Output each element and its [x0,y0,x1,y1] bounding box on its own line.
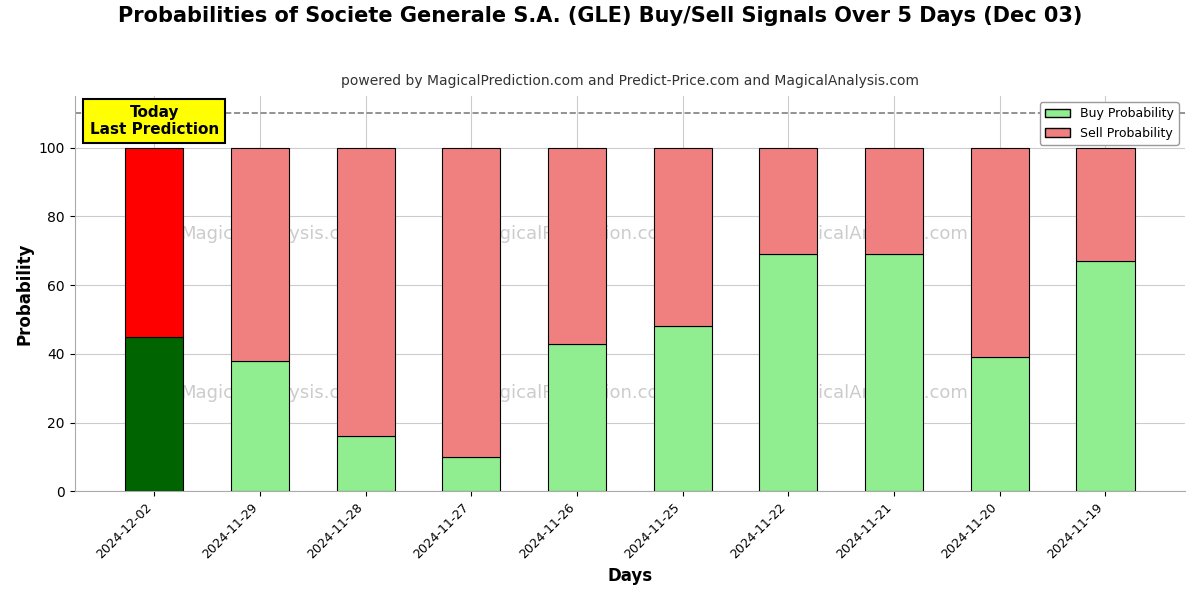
Bar [760,148,817,254]
Bar [336,148,395,436]
Text: Probabilities of Societe Generale S.A. (GLE) Buy/Sell Signals Over 5 Days (Dec 0: Probabilities of Societe Generale S.A. (… [118,6,1082,26]
Bar [971,358,1028,491]
Bar [548,148,606,344]
Text: MagicalAnalysis.com: MagicalAnalysis.com [180,226,368,244]
Bar [1076,148,1134,261]
Text: MagicalAnalysis.com: MagicalAnalysis.com [780,383,968,401]
Legend: Buy Probability, Sell Probability: Buy Probability, Sell Probability [1040,103,1178,145]
Bar [654,326,712,491]
Title: powered by MagicalPrediction.com and Predict-Price.com and MagicalAnalysis.com: powered by MagicalPrediction.com and Pre… [341,74,919,88]
Bar [443,148,500,457]
Text: MagicalAnalysis.com: MagicalAnalysis.com [780,226,968,244]
Bar [336,436,395,491]
Text: MagicalPrediction.com: MagicalPrediction.com [473,383,676,401]
Bar [230,361,289,491]
Bar [865,254,923,491]
Bar [125,337,184,491]
Bar [125,148,184,337]
Y-axis label: Probability: Probability [16,242,34,345]
Bar [230,148,289,361]
Bar [971,148,1028,358]
Bar [548,344,606,491]
Bar [760,254,817,491]
Bar [1076,261,1134,491]
Text: MagicalPrediction.com: MagicalPrediction.com [473,226,676,244]
Bar [865,148,923,254]
Bar [654,148,712,326]
Text: Today
Last Prediction: Today Last Prediction [90,105,218,137]
X-axis label: Days: Days [607,567,653,585]
Text: MagicalAnalysis.com: MagicalAnalysis.com [180,383,368,401]
Bar [443,457,500,491]
